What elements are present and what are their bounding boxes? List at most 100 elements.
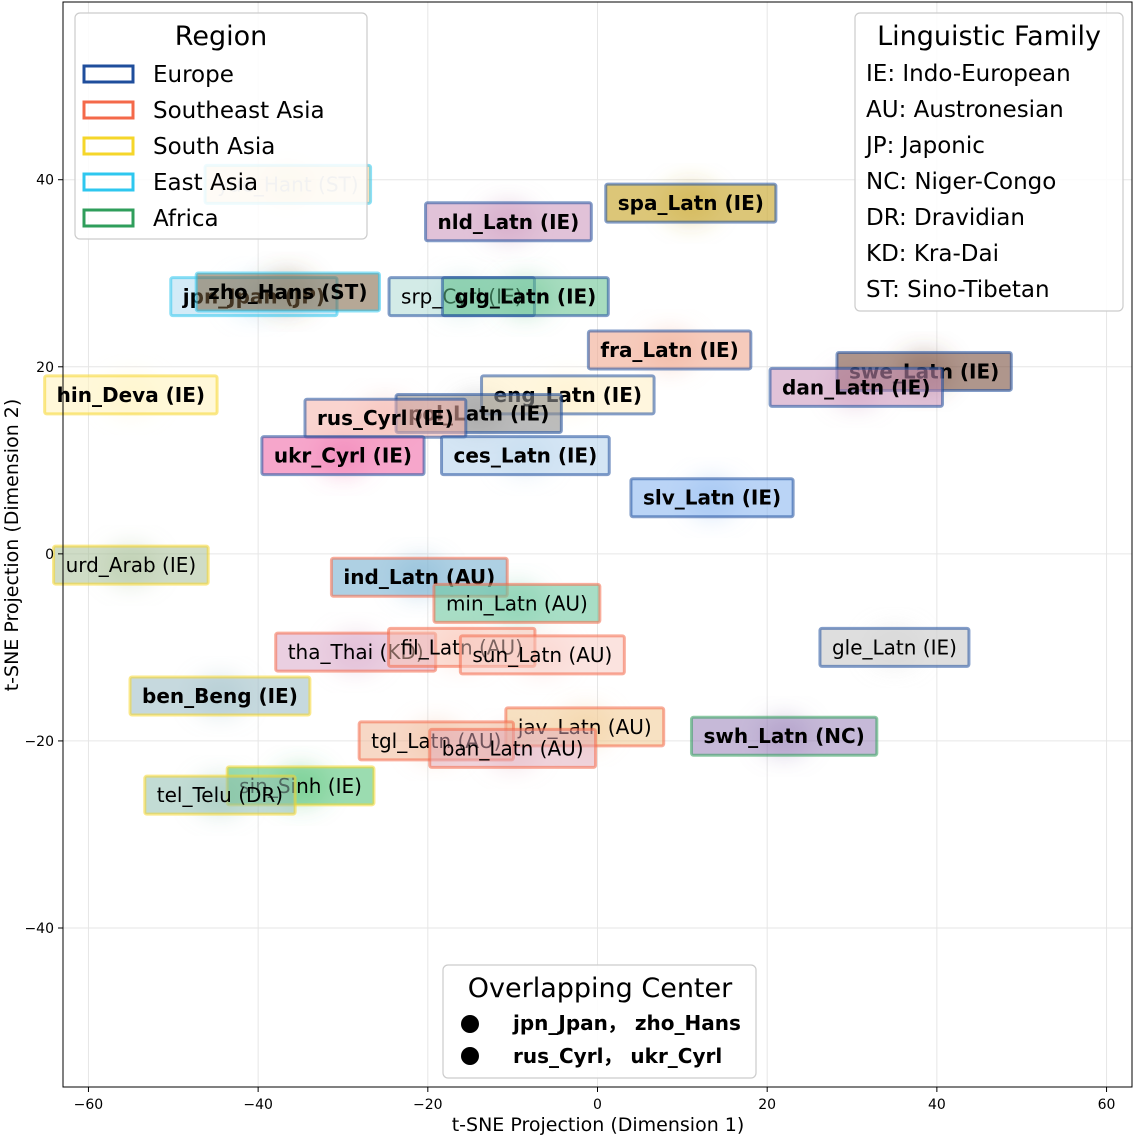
label-box (629, 477, 795, 519)
overlap-entry-1: jpn_Jpan， zho_Hans (512, 1011, 741, 1035)
region-name: South Asia (153, 134, 275, 160)
label-box (128, 675, 312, 717)
language-label: fra_Latn (IE) (586, 329, 753, 371)
label-box (604, 182, 778, 224)
label-text: dan_Latn (IE) (782, 375, 930, 399)
language-label: tel_Telu (DR) (143, 774, 297, 816)
label-box (424, 201, 593, 243)
label-box (440, 435, 611, 477)
language-label: nld_Latn (IE) (424, 201, 593, 243)
label-box (194, 271, 381, 313)
region-legend-box (74, 12, 368, 240)
label-text: zho_Hans (ST) (208, 280, 367, 304)
region-name: Europe (153, 62, 234, 88)
label-text: nld_Latn (IE) (438, 210, 580, 234)
region-swatch (82, 136, 135, 156)
label-text: ukr_Cyrl (IE) (274, 444, 412, 468)
label-text: hin_Deva (IE) (57, 383, 205, 407)
label-text: slv_Latn (IE) (643, 486, 781, 510)
label-text: fra_Latn (IE) (600, 338, 738, 362)
label-box (143, 774, 297, 816)
region-swatch (82, 208, 135, 228)
family-legend: Linguistic Family IE: Indo-European AU: A… (854, 12, 1124, 312)
family-entry: KD: Kra-Dai (866, 241, 999, 267)
label-text: urd_Arab (IE) (66, 553, 197, 577)
x-tick-label: 60 (1098, 1097, 1116, 1113)
overlap-entry-2: rus_Cyrl， ukr_Cyrl (513, 1044, 722, 1068)
overlap-legend-title: Overlapping Center (468, 973, 733, 1004)
label-box (818, 626, 971, 668)
family-entry: NC: Niger-Congo (866, 169, 1056, 195)
x-tick-label: 40 (928, 1097, 946, 1113)
x-tick-label: −60 (74, 1097, 104, 1113)
region-swatch (82, 100, 135, 120)
language-label: dan_Latn (IE) (768, 366, 944, 408)
label-box (428, 727, 598, 769)
language-labels: yue_Hant (ST)spa_Latn (IE)nld_Latn (IE)j… (43, 163, 1013, 816)
y-tick-label: 40 (36, 173, 54, 189)
y-tick-label: −40 (24, 921, 54, 937)
label-text: sun_Latn (AU) (472, 643, 612, 667)
language-label: gle_Latn (IE) (818, 626, 971, 668)
axis-ticks: −60 −40 −20 0 20 40 60 −40 −20 0 20 40 (24, 173, 1115, 1113)
label-text: rus_Cyrl (IE) (317, 406, 454, 430)
region-legend-items: Europe Southeast Asia South Asia East Asia A… (82, 62, 325, 232)
language-label: spa_Latn (IE) (604, 182, 778, 224)
y-axis-label: t-SNE Projection (Dimension 2) (1, 399, 23, 692)
label-box (432, 582, 602, 624)
x-tick-label: 20 (758, 1097, 776, 1113)
family-entry: DR: Dravidian (866, 205, 1025, 231)
label-text: tel_Telu (DR) (157, 783, 283, 807)
region-legend-title: Region (175, 21, 267, 52)
label-box (52, 544, 210, 586)
overlap-marker-2 (461, 1047, 479, 1065)
region-name: Southeast Asia (153, 98, 325, 124)
label-box (43, 374, 219, 416)
label-text: swh_Latn (NC) (703, 724, 864, 748)
label-text: spa_Latn (IE) (618, 191, 764, 215)
family-entry: IE: Indo-European (866, 61, 1071, 87)
language-label: ben_Beng (IE) (128, 675, 312, 717)
language-label: ukr_Cyrl (IE) (260, 435, 426, 477)
language-label: min_Latn (AU) (432, 582, 602, 624)
family-legend-box (854, 12, 1124, 312)
overlap-legend: Overlapping Center jpn_Jpan， zho_Hans ru… (442, 964, 757, 1079)
region-name: East Asia (153, 170, 258, 196)
region-swatch (82, 172, 135, 192)
language-label: urd_Arab (IE) (52, 544, 210, 586)
family-entry: JP: Japonic (864, 133, 985, 159)
y-tick-label: 0 (45, 547, 54, 563)
language-label: slv_Latn (IE) (629, 477, 795, 519)
region-legend: Region Europe Southeast Asia South Asia Eas… (74, 12, 368, 240)
family-legend-title: Linguistic Family (877, 21, 1101, 52)
label-box (689, 715, 879, 757)
language-label: ces_Latn (IE) (440, 435, 611, 477)
label-text: ces_Latn (IE) (454, 444, 598, 468)
language-label: ban_Latn (AU) (428, 727, 598, 769)
x-axis-label: t-SNE Projection (Dimension 1) (452, 1114, 745, 1136)
y-tick-label: −20 (24, 734, 54, 750)
label-text: ban_Latn (AU) (442, 736, 584, 760)
family-entry: AU: Austronesian (866, 97, 1064, 123)
label-box (768, 366, 944, 408)
language-label: glg_Latn (IE) (440, 276, 610, 318)
region-swatch (82, 64, 135, 84)
x-tick-label: 0 (593, 1097, 602, 1113)
language-label: swh_Latn (NC) (689, 715, 879, 757)
x-tick-label: −40 (243, 1097, 273, 1113)
language-label: hin_Deva (IE) (43, 374, 219, 416)
region-name: Africa (153, 206, 219, 232)
x-tick-label: −20 (413, 1097, 443, 1113)
label-box (458, 634, 626, 676)
family-legend-items: IE: Indo-European AU: Austronesian JP: Jap… (864, 61, 1071, 303)
overlap-legend-box (442, 964, 757, 1079)
label-text: gle_Latn (IE) (832, 635, 957, 659)
label-text: glg_Latn (IE) (454, 285, 596, 309)
label-text: min_Latn (AU) (446, 591, 588, 615)
language-label: rus_Cyrl (IE) (303, 397, 468, 439)
label-text: ben_Beng (IE) (142, 684, 298, 708)
label-box (586, 329, 753, 371)
label-box (440, 276, 610, 318)
language-label: zho_Hans (ST) (194, 271, 381, 313)
